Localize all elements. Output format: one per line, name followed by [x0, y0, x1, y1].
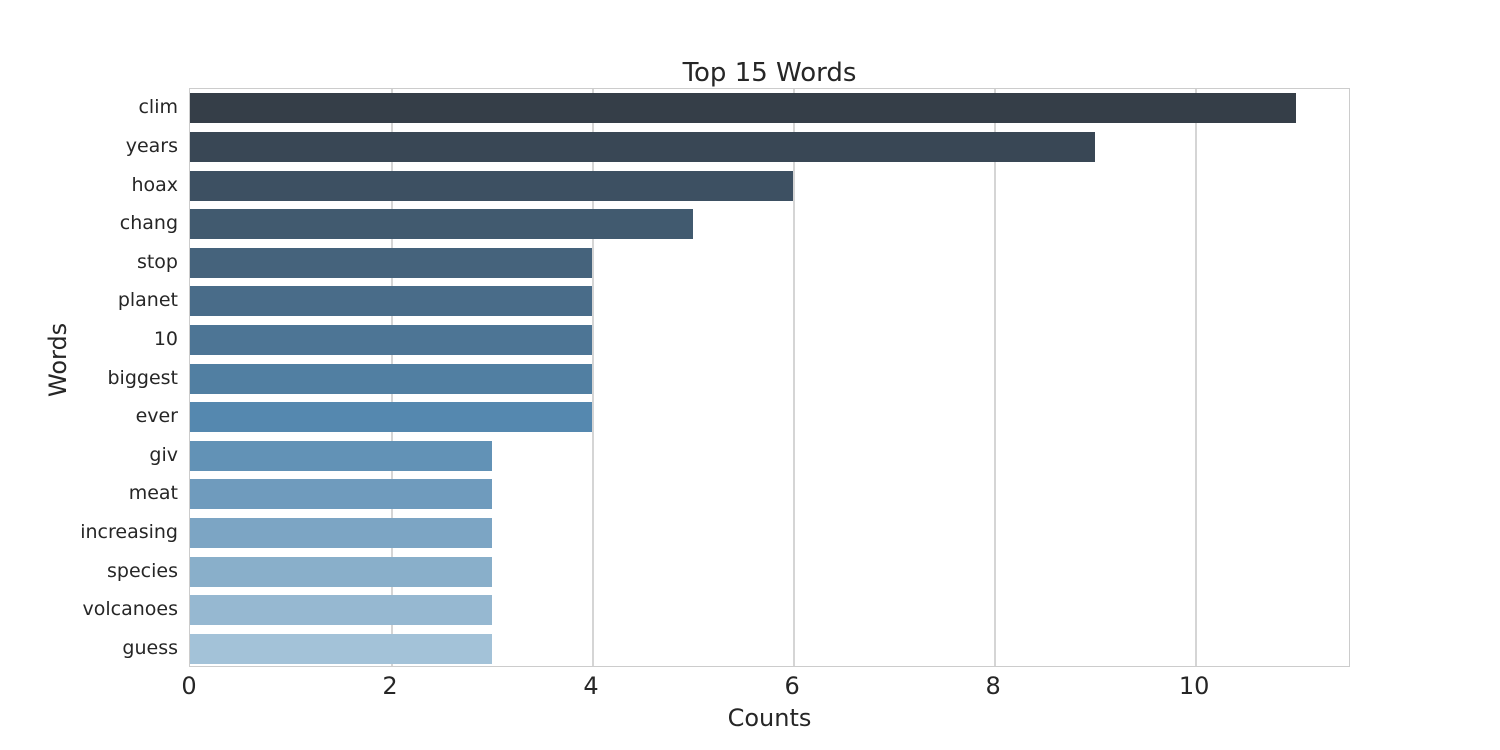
y-tick-label: increasing [80, 520, 178, 543]
bar [190, 363, 593, 394]
bar [190, 131, 1095, 162]
x-axis-label: Counts [727, 704, 812, 732]
bar [190, 440, 492, 471]
x-tick-label: 4 [583, 672, 599, 700]
gridline [1195, 89, 1197, 666]
x-tick-label: 6 [784, 672, 800, 700]
y-tick-label: volcanoes [82, 598, 179, 621]
bar [190, 209, 693, 240]
bar [190, 556, 492, 587]
bar [190, 247, 593, 278]
y-tick-label: stop [136, 250, 178, 273]
chart-title: Top 15 Words [682, 58, 857, 88]
y-tick-label: species [107, 559, 178, 582]
bar [190, 93, 1296, 124]
y-tick-label: biggest [107, 366, 179, 389]
y-tick-label: ever [135, 405, 178, 428]
y-tick-label: planet [117, 289, 178, 312]
gridline [994, 89, 996, 666]
bar [190, 170, 794, 201]
x-tick-label: 2 [382, 672, 398, 700]
plot-area [189, 88, 1350, 667]
y-tick-label: 10 [153, 327, 178, 350]
x-tick-label: 10 [1178, 672, 1210, 700]
bar [190, 479, 492, 510]
y-tick-label: meat [128, 482, 178, 505]
bar [190, 286, 593, 317]
bar [190, 595, 492, 626]
bar [190, 324, 593, 355]
x-tick-label: 8 [985, 672, 1001, 700]
y-tick-label: giv [149, 443, 178, 466]
y-tick-label: chang [119, 212, 178, 235]
y-tick-label: clim [138, 96, 178, 119]
y-tick-label: guess [122, 636, 178, 659]
x-tick-label: 0 [181, 672, 197, 700]
gridline [592, 89, 594, 666]
bar [190, 633, 492, 664]
y-tick-label: hoax [131, 173, 178, 196]
bar [190, 402, 593, 433]
gridline [793, 89, 795, 666]
y-tick-label: years [125, 134, 178, 157]
bar [190, 517, 492, 548]
